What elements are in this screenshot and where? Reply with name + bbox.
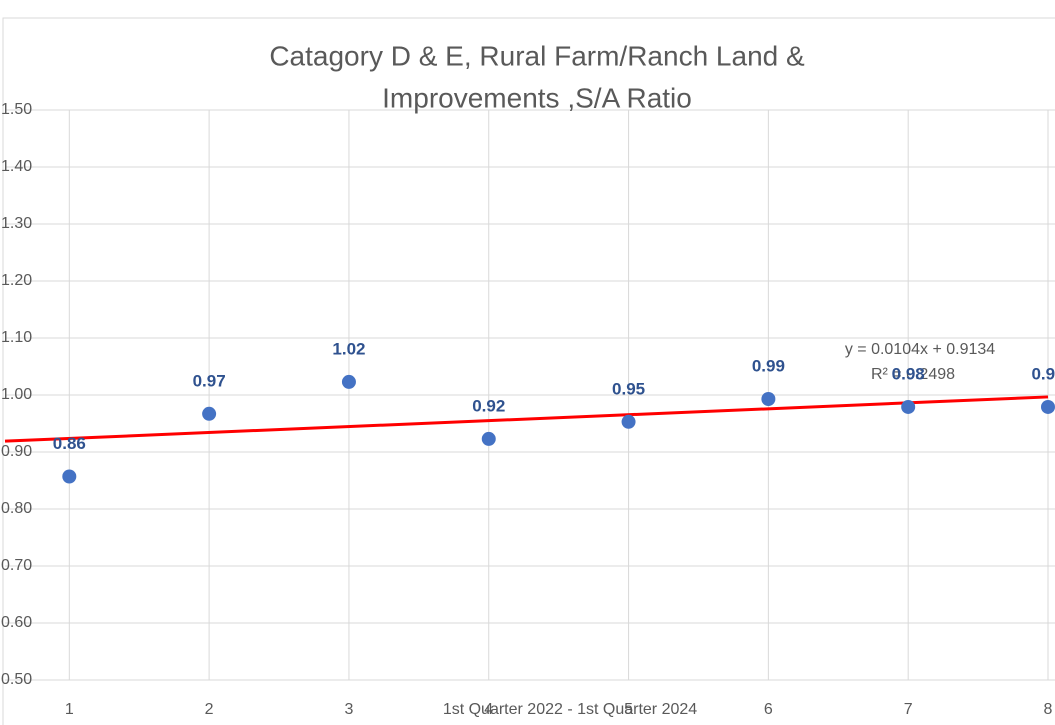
point: [481, 431, 496, 446]
grid: [5, 109, 1055, 681]
point: [761, 391, 776, 406]
data-label: 0.95: [612, 379, 645, 398]
data-label: 0.86: [53, 434, 86, 453]
y-tick-label: 0.50: [1, 671, 32, 688]
data-label: 1.02: [332, 339, 365, 358]
y-tick-label: 1.00: [1, 386, 32, 403]
point: [1041, 399, 1055, 414]
y-tick-label: 1.30: [1, 215, 32, 232]
y-tick-label: 0.60: [1, 614, 32, 631]
chart-border: [2, 17, 1055, 725]
x-tick-label: 3: [344, 701, 353, 718]
data-label: 0.98: [1031, 364, 1055, 383]
chart-title: Catagory D & E, Rural Farm/Ranch Land &: [269, 40, 805, 71]
y-tick-label: 1.50: [1, 101, 32, 118]
y-tick-label: 1.10: [1, 329, 32, 346]
y-tick-label: 1.20: [1, 272, 32, 289]
trendline-r2: R² = 0.2498: [871, 366, 955, 383]
x-tick-label: 2: [205, 701, 214, 718]
data-label: 0.92: [472, 396, 505, 415]
point: [202, 406, 217, 421]
data-label: 0.98: [892, 364, 925, 383]
trendline-equation: y = 0.0104x + 0.9134: [845, 341, 995, 358]
x-tick-label: 6: [764, 701, 773, 718]
point: [621, 414, 636, 429]
y-tick-label: 0.70: [1, 557, 32, 574]
x-tick-label: 7: [904, 701, 913, 718]
data-label: 0.97: [193, 371, 226, 390]
point: [62, 469, 77, 484]
y-tick-label: 0.90: [1, 443, 32, 460]
x-tick-label: 8: [1044, 701, 1053, 718]
x-axis-title: 1st Quarter 2022 - 1st Quarter 2024: [443, 701, 697, 718]
point: [341, 374, 356, 389]
x-tick-label: 5: [624, 701, 633, 718]
y-tick-label: 0.80: [1, 500, 32, 517]
point: [901, 399, 916, 414]
chart-title: Improvements ,S/A Ratio: [382, 82, 692, 113]
data-label: 0.99: [752, 356, 785, 375]
x-tick-label: 4: [484, 701, 493, 718]
x-tick-label: 1: [65, 701, 74, 718]
trendline: [4, 395, 1049, 443]
y-tick-label: 1.40: [1, 158, 32, 175]
